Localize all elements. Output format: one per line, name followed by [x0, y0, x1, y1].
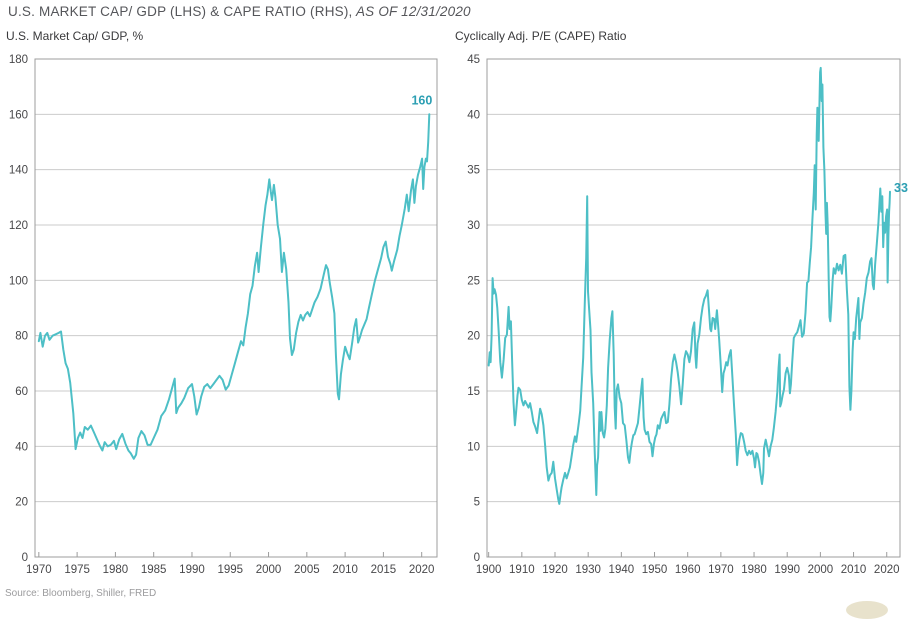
svg-text:0: 0 — [474, 552, 480, 564]
svg-text:30: 30 — [467, 220, 480, 232]
left-chart-axis-title: U.S. Market Cap/ GDP, % — [6, 29, 144, 43]
svg-text:1900: 1900 — [476, 564, 502, 576]
svg-text:35: 35 — [467, 165, 480, 177]
x-axis-labels: 1900 1910 1920 1930 1940 1950 1960 1970 1980 1990… — [476, 552, 900, 576]
svg-text:180: 180 — [9, 54, 28, 66]
svg-text:1985: 1985 — [141, 564, 167, 576]
gridlines — [487, 113, 900, 503]
series-line — [487, 66, 891, 505]
svg-text:5: 5 — [474, 497, 480, 509]
svg-text:2000: 2000 — [808, 564, 834, 576]
svg-text:40: 40 — [15, 441, 28, 453]
svg-text:1910: 1910 — [509, 564, 535, 576]
svg-text:1960: 1960 — [675, 564, 701, 576]
svg-text:140: 140 — [9, 165, 28, 177]
svg-text:0: 0 — [22, 552, 28, 564]
svg-text:1920: 1920 — [542, 564, 568, 576]
svg-text:120: 120 — [9, 220, 28, 232]
svg-text:100: 100 — [9, 275, 28, 287]
last-value-label: 33 — [894, 181, 908, 195]
page-title: U.S. MARKET CAP/ GDP (LHS) & CAPE RATIO … — [8, 4, 471, 19]
svg-text:1980: 1980 — [103, 564, 129, 576]
svg-text:2020: 2020 — [874, 564, 900, 576]
svg-text:160: 160 — [9, 109, 28, 121]
plot-frame — [486, 58, 901, 558]
svg-text:2020: 2020 — [409, 564, 435, 576]
last-value-label: 160 — [411, 93, 432, 107]
svg-text:20: 20 — [467, 331, 480, 343]
series-line — [37, 113, 431, 460]
svg-text:20: 20 — [15, 497, 28, 509]
right-chart-axis-title: Cyclically Adj. P/E (CAPE) Ratio — [455, 29, 627, 43]
svg-text:1970: 1970 — [708, 564, 734, 576]
y-axis-labels: 0 5 10 15 20 25 30 35 40 45 — [467, 54, 480, 564]
svg-text:2000: 2000 — [256, 564, 282, 576]
svg-text:1980: 1980 — [741, 564, 767, 576]
svg-text:2015: 2015 — [371, 564, 397, 576]
svg-text:80: 80 — [15, 331, 28, 343]
svg-text:1975: 1975 — [64, 564, 90, 576]
svg-text:2005: 2005 — [294, 564, 320, 576]
svg-text:60: 60 — [15, 386, 28, 398]
svg-text:1950: 1950 — [642, 564, 668, 576]
y-axis-labels: 0 20 40 60 80 100 120 140 160 180 — [9, 54, 28, 564]
svg-text:2010: 2010 — [841, 564, 867, 576]
partial-logo — [846, 601, 888, 619]
svg-text:40: 40 — [467, 109, 480, 121]
svg-text:1940: 1940 — [609, 564, 635, 576]
svg-text:45: 45 — [467, 54, 480, 66]
page-title-main: U.S. MARKET CAP/ GDP (LHS) & CAPE RATIO … — [8, 4, 353, 19]
svg-text:15: 15 — [467, 386, 480, 398]
svg-text:1970: 1970 — [26, 564, 52, 576]
source-note: Source: Bloomberg, Shiller, FRED — [5, 588, 157, 599]
svg-text:1995: 1995 — [217, 564, 243, 576]
svg-text:1930: 1930 — [575, 564, 601, 576]
plot-frame — [34, 58, 438, 558]
svg-text:2010: 2010 — [332, 564, 358, 576]
page-title-asof-date: AS OF 12/31/2020 — [352, 4, 471, 19]
gridlines — [35, 113, 437, 503]
market-cap-gdp-chart: 0 20 40 60 80 100 120 140 160 180 1970 1975 1980 1985… — [9, 54, 438, 576]
svg-text:1990: 1990 — [774, 564, 800, 576]
svg-text:10: 10 — [467, 441, 480, 453]
x-axis-labels: 1970 1975 1980 1985 1990 1995 2000 2005 2010 2015… — [26, 552, 434, 576]
svg-text:25: 25 — [467, 275, 480, 287]
svg-text:1990: 1990 — [179, 564, 205, 576]
